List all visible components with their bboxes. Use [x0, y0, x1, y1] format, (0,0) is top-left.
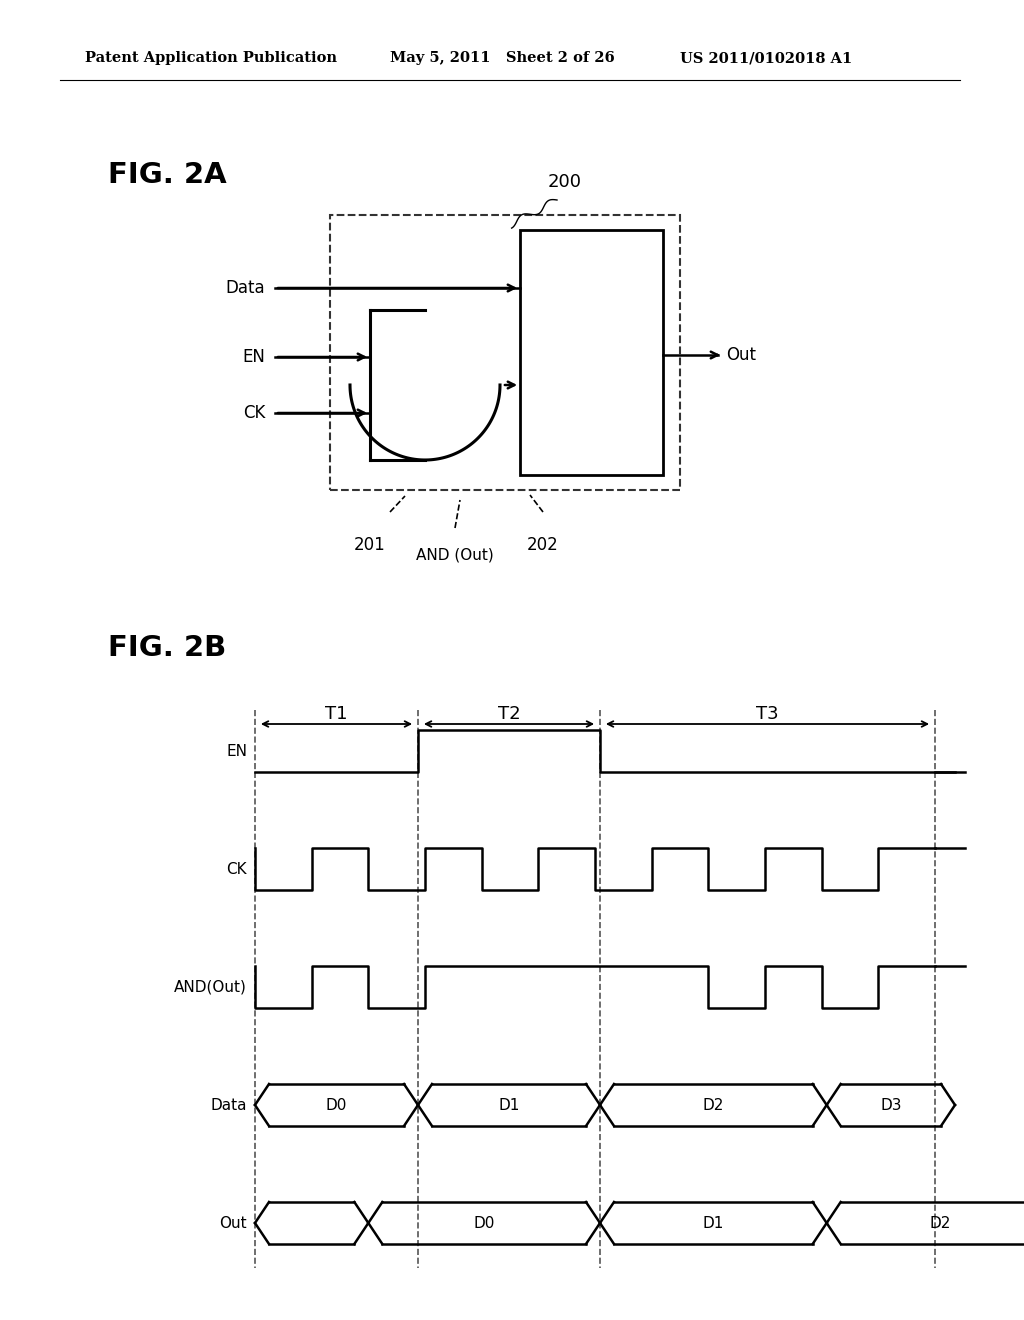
Text: D2: D2: [930, 1216, 950, 1230]
Text: 200: 200: [548, 173, 582, 191]
Text: US 2011/0102018 A1: US 2011/0102018 A1: [680, 51, 852, 65]
Text: EN: EN: [242, 348, 265, 366]
Text: May 5, 2011   Sheet 2 of 26: May 5, 2011 Sheet 2 of 26: [390, 51, 614, 65]
Bar: [520, 230, 663, 475]
Text: FIG. 2B: FIG. 2B: [108, 634, 226, 663]
Text: Out: Out: [219, 1216, 247, 1230]
Text: 202: 202: [527, 536, 559, 554]
Text: EN: EN: [226, 743, 247, 759]
Text: D1: D1: [702, 1216, 724, 1230]
Text: AND (Out): AND (Out): [416, 548, 494, 562]
Text: Data: Data: [225, 279, 265, 297]
Text: T3: T3: [756, 705, 779, 723]
Text: T2: T2: [498, 705, 520, 723]
Text: Data: Data: [211, 1097, 247, 1113]
Text: T1: T1: [326, 705, 348, 723]
Text: D1: D1: [499, 1097, 520, 1113]
Text: D3: D3: [880, 1097, 901, 1113]
Text: AND(Out): AND(Out): [174, 979, 247, 994]
Text: 201: 201: [354, 536, 386, 554]
Text: FIG. 2A: FIG. 2A: [108, 161, 226, 189]
Text: CK: CK: [243, 404, 265, 422]
Text: Out: Out: [726, 346, 756, 364]
Text: D0: D0: [473, 1216, 495, 1230]
Text: D0: D0: [326, 1097, 347, 1113]
Text: Patent Application Publication: Patent Application Publication: [85, 51, 337, 65]
Bar: [330, 215, 680, 490]
Text: CK: CK: [226, 862, 247, 876]
Text: D2: D2: [702, 1097, 724, 1113]
